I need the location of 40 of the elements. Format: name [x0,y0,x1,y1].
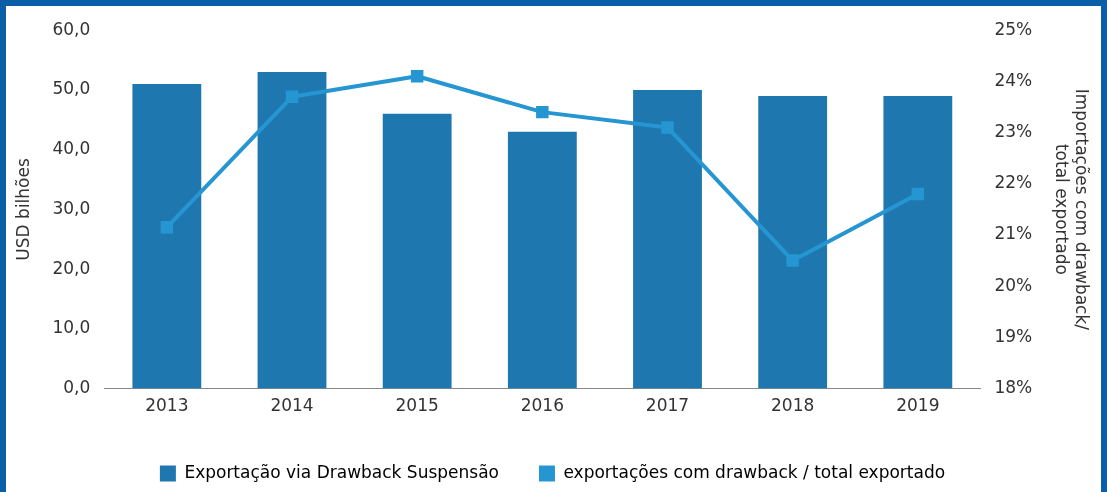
y2-tick-label: 23% [994,121,1033,142]
bar [507,131,577,389]
bar [257,72,327,389]
x-tick-label: 2019 [896,395,940,416]
y2-tick-label: 18% [994,377,1033,398]
y-tick-label: 50,0 [52,78,91,99]
x-tick-label: 2015 [395,395,439,416]
point [160,221,174,234]
y2-tick-label: 19% [994,325,1033,346]
y-tick-label: 40,0 [52,138,91,159]
point [911,187,925,201]
bar [633,89,702,389]
y-tick-label: 20,0 [52,257,91,278]
legend-label: exportações com drawback / total exportado [563,461,946,482]
x-tick-label: 2013 [145,395,189,416]
bar [382,113,452,389]
y-tick-label: 10,0 [52,317,91,338]
y2-tick-label: 20% [994,274,1033,295]
y2-tick-label: 22% [994,172,1033,193]
y-tick-label: 0,0 [63,377,91,398]
y2-axis-title: Importações com drawback/ total exportado [1051,88,1093,331]
x-tick-label: 2016 [520,395,564,416]
point [661,121,674,134]
point [536,105,549,119]
point [786,254,799,267]
x-tick-label: 2014 [270,395,314,416]
y2-tick-label: 24% [994,69,1033,90]
legend-label: Exportação via Drawback Suspensão [184,461,499,482]
bar [758,95,828,389]
bar [883,95,953,389]
x-tick-label: 2017 [645,395,690,416]
point [285,90,299,103]
x-tick-label: 2018 [771,395,815,416]
y2-tick-label: 25% [994,18,1033,39]
y2-tick-label: 21% [994,223,1033,244]
y-tick-label: 30,0 [52,197,91,218]
y-axis-title: USD bilhões [12,158,33,261]
y-tick-label: 60,0 [52,18,91,39]
point [410,70,424,83]
bar [132,83,202,389]
